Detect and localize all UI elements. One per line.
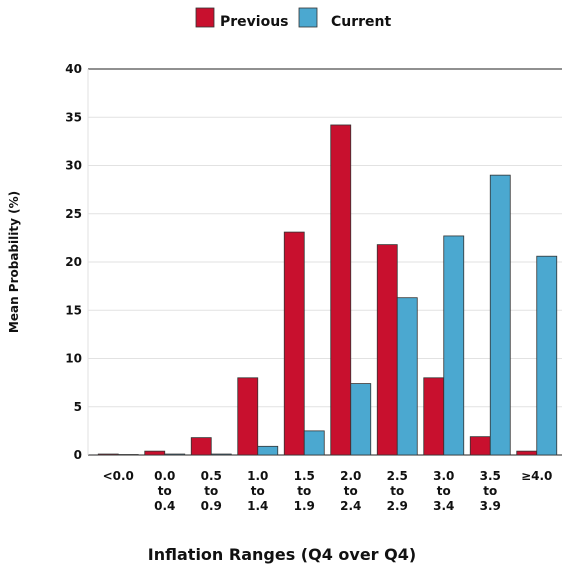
x-tick-label: 3.9 [480,499,501,513]
bar [350,383,372,456]
bar [489,174,511,456]
bar [237,377,259,456]
x-tick-label: to [251,484,265,498]
x-tick-label: to [390,484,404,498]
x-tick-label: to [483,484,497,498]
x-axis-label: Inflation Ranges (Q4 over Q4) [148,545,416,564]
y-tick-label: 20 [65,255,82,269]
x-tick-label: 1.4 [247,499,268,513]
x-tick-label: 2.9 [387,499,408,513]
bar [423,377,445,456]
y-tick-label: 35 [65,110,82,124]
x-tick-label: to [158,484,172,498]
legend-swatch [298,7,318,28]
x-tick-label: 0.4 [154,499,175,513]
x-tick-label: 1.0 [247,469,268,483]
x-tick-label: to [437,484,451,498]
bar [97,453,119,456]
bar [303,430,325,456]
x-tick-label: 1.5 [294,469,315,483]
legend-label: Previous [220,14,289,30]
y-axis-label: Mean Probability (%) [7,191,21,333]
bar [536,255,558,456]
legend-swatch [195,7,215,28]
x-tick-label: to [204,484,218,498]
x-tick-label: 3.0 [433,469,454,483]
legend-label: Current [331,14,392,30]
y-tick-label: 25 [65,207,82,221]
y-tick-label: 40 [65,62,82,76]
bar [376,244,398,456]
x-tick-label: 3.5 [480,469,501,483]
x-tick-label: to [344,484,358,498]
x-tick-label: ≥4.0 [521,469,552,483]
bar [516,450,538,456]
x-tick-label: <0.0 [103,469,134,483]
y-tick-label: 0 [74,448,82,462]
x-tick-label: 0.5 [201,469,222,483]
x-tick-label: 2.0 [340,469,361,483]
x-tick-label: 1.9 [294,499,315,513]
x-tick-label: 2.4 [340,499,361,513]
bar [469,436,491,456]
bar [164,453,186,456]
x-tick-label: 2.5 [387,469,408,483]
y-tick-label: 15 [65,303,82,317]
x-tick-label: 0.9 [201,499,222,513]
bar [443,235,465,456]
bar [257,445,279,456]
x-tick-label: 0.0 [154,469,175,483]
bar [396,297,418,456]
x-tick-label: to [297,484,311,498]
bar [330,124,352,456]
bar [283,231,305,456]
y-tick-label: 5 [74,400,82,414]
x-tick-label: 3.4 [433,499,454,513]
y-tick-label: 30 [65,159,82,173]
bar [190,437,212,456]
bar [144,450,166,456]
bar [210,453,232,456]
y-tick-label: 10 [65,352,82,366]
